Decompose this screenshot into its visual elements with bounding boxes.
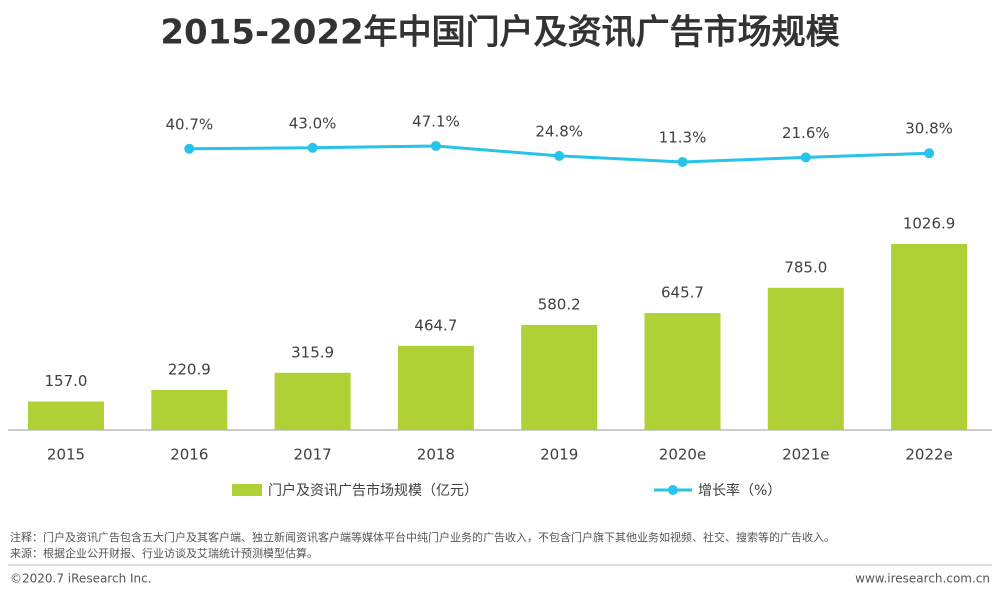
line-point xyxy=(924,148,935,159)
data-label: 157.0 xyxy=(45,372,88,390)
data-label: 24.8% xyxy=(535,122,583,140)
legend-label: 增长率（%） xyxy=(698,482,781,499)
bar xyxy=(644,313,721,430)
x-tick-label: 2018 xyxy=(417,446,455,464)
legend-swatch xyxy=(668,485,678,495)
line-point xyxy=(554,150,565,161)
data-label: 785.0 xyxy=(784,258,827,276)
bar xyxy=(891,244,968,430)
data-label: 21.6% xyxy=(782,124,830,142)
bar xyxy=(397,345,474,430)
data-label: 220.9 xyxy=(168,360,211,378)
x-tick-label: 2017 xyxy=(294,446,332,464)
source: 来源：根据企业公开财报、行业访谈及艾瑞统计预测模型估算。 xyxy=(10,546,318,560)
x-tick-label: 2016 xyxy=(170,446,208,464)
x-tick-label: 2022e xyxy=(905,446,952,464)
data-label: 47.1% xyxy=(412,112,460,130)
line-point xyxy=(430,140,441,151)
bar xyxy=(521,324,598,430)
bar xyxy=(151,389,228,430)
bar xyxy=(767,287,844,430)
data-label: 43.0% xyxy=(289,114,337,132)
data-label: 11.3% xyxy=(659,128,707,146)
note: 注释：门户及资讯广告包含五大门户及其客户端、独立新闻资讯客户端等媒体平台中纯门户… xyxy=(10,530,835,544)
line-point xyxy=(800,152,811,163)
legend-label: 门户及资讯广告市场规模（亿元） xyxy=(268,482,478,499)
x-tick-label: 2021e xyxy=(782,446,829,464)
data-label: 645.7 xyxy=(661,284,704,302)
data-label: 464.7 xyxy=(414,316,457,334)
bar xyxy=(28,401,104,430)
line-point xyxy=(184,143,195,154)
x-tick-label: 2020e xyxy=(659,446,706,464)
data-label: 1026.9 xyxy=(903,215,956,233)
footer-left: ©2020.7 iResearch Inc. xyxy=(10,572,152,586)
line-point xyxy=(307,142,318,153)
chart-title: 2015-2022年中国门户及资讯广告市场规模 xyxy=(160,13,839,53)
legend-swatch xyxy=(232,484,262,496)
data-label: 315.9 xyxy=(291,343,334,361)
data-label: 30.8% xyxy=(905,120,953,138)
footer-right: www.iresearch.com.cn xyxy=(855,572,990,586)
x-tick-label: 2019 xyxy=(540,446,578,464)
data-label: 40.7% xyxy=(165,115,213,133)
bar xyxy=(274,372,351,430)
x-tick-label: 2015 xyxy=(47,446,85,464)
line-point xyxy=(677,156,688,167)
data-label: 580.2 xyxy=(538,295,581,313)
